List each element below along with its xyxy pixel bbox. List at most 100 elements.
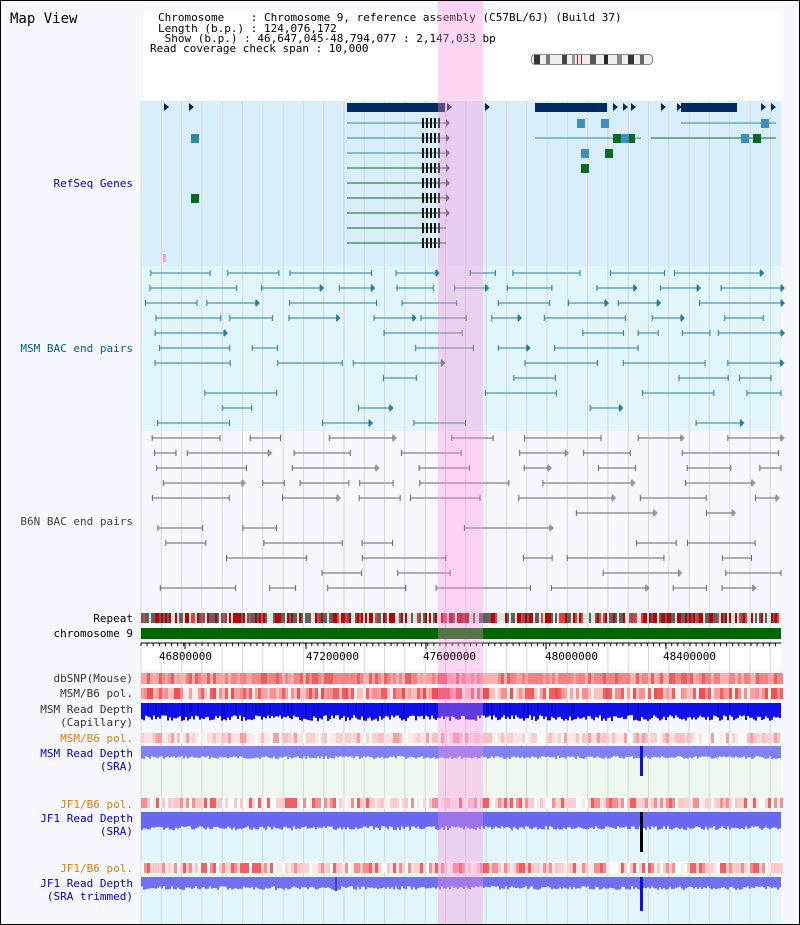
label-msm-bac[interactable]: MSM BAC end pairs: [20, 342, 133, 355]
heat-cell: [381, 688, 384, 699]
heat-cell: [549, 688, 552, 699]
depth-bar: [429, 812, 431, 827]
depth-bar: [717, 746, 719, 758]
heat-cell: [600, 688, 603, 699]
heat-cell: [360, 733, 363, 743]
depth-bar: [771, 877, 773, 889]
heat-cell: [243, 688, 246, 699]
depth-bar: [517, 746, 519, 757]
repeat-mark: [169, 613, 171, 623]
depth-bar: [729, 746, 731, 757]
label-jf1-depth-sra[interactable]: JF1 Read Depth (SRA): [40, 812, 133, 838]
gene-block: [741, 134, 749, 143]
repeat-mark: [577, 613, 579, 623]
chromosome-ideogram[interactable]: [531, 54, 653, 65]
repeat-mark: [759, 613, 761, 623]
depth-bar: [237, 812, 239, 829]
heat-cell: [336, 798, 339, 808]
heat-cell: [588, 673, 591, 684]
label-jf1-depth-trim[interactable]: JF1 Read Depth (SRA trimmed): [40, 877, 133, 903]
depth-bar: [583, 812, 585, 829]
bac-arrow: [549, 524, 554, 532]
heat-cell: [324, 863, 327, 873]
label-msm-depth-sra[interactable]: MSM Read Depth (SRA): [40, 747, 133, 773]
heat-cell: [474, 733, 477, 743]
heat-cell: [183, 733, 186, 743]
label-b6n-bac[interactable]: B6N BAC end pairs: [20, 515, 133, 528]
heat-cell: [759, 863, 762, 873]
label-msm-depth-capillary[interactable]: MSM Read Depth (Capillary): [40, 703, 133, 729]
heat-cell: [351, 688, 354, 699]
depth-bar: [309, 703, 311, 721]
depth-bar: [745, 703, 747, 720]
heat-cell: [240, 733, 243, 743]
label-dbsnp[interactable]: dbSNP(Mouse): [53, 672, 133, 685]
repeat-mark: [477, 613, 479, 623]
label-msm-b6-pol[interactable]: MSM/B6 pol.: [60, 687, 133, 700]
heat-cell: [501, 798, 504, 808]
heat-cell: [321, 688, 324, 699]
depth-bar: [635, 877, 637, 888]
heat-cell: [210, 798, 213, 808]
label-msm-b6-pol-2[interactable]: MSM/B6 pol.: [60, 732, 133, 745]
heat-cell: [372, 673, 375, 684]
depth-bar: [523, 703, 525, 721]
label-jf1-b6-pol-2[interactable]: JF1/B6 pol.: [60, 862, 133, 875]
heat-cell: [597, 673, 600, 684]
heat-cell: [591, 688, 594, 699]
depth-bar: [679, 703, 681, 719]
heat-cell: [477, 688, 480, 699]
heat-cell: [585, 798, 588, 808]
depth-bar: [297, 746, 299, 757]
depth-bar: [157, 703, 159, 717]
depth-bar: [257, 812, 259, 830]
depth-bar: [257, 877, 259, 889]
heat-cell: [360, 688, 363, 699]
heat-cell: [588, 688, 591, 699]
gene-block: [535, 103, 607, 112]
depth-bar: [277, 703, 279, 717]
depth-bar: [409, 877, 411, 887]
depth-bar: [459, 703, 461, 720]
heat-cell: [453, 798, 456, 808]
repeat-mark: [649, 613, 651, 623]
heat-cell: [246, 863, 249, 873]
heat-cell: [351, 863, 354, 873]
repeat-mark: [603, 613, 605, 623]
depth-bar: [429, 746, 431, 759]
label-jf1-b6-pol[interactable]: JF1/B6 pol.: [60, 798, 133, 811]
heat-cell: [261, 733, 264, 743]
label-refseq[interactable]: RefSeq Genes: [53, 177, 133, 190]
repeat-mark: [239, 613, 241, 623]
depth-bar: [393, 746, 395, 757]
heat-cell: [744, 673, 747, 684]
depth-bar: [635, 746, 637, 758]
depth-bar: [659, 877, 661, 888]
heat-cell: [678, 798, 681, 808]
depth-bar: [759, 703, 761, 717]
depth-bar: [359, 746, 361, 759]
depth-bar: [379, 746, 381, 759]
depth-bar: [379, 703, 381, 717]
heat-cell: [696, 798, 699, 808]
depth-bar: [371, 877, 373, 888]
heat-cell: [321, 733, 324, 743]
repeat-mark: [775, 613, 777, 623]
repeat-mark: [361, 613, 363, 623]
exon: [438, 178, 440, 188]
heat-cell: [165, 733, 168, 743]
repeat-mark: [373, 613, 375, 623]
depth-bar: [239, 812, 241, 829]
depth-bar: [423, 746, 425, 759]
depth-bar: [307, 877, 309, 890]
depth-bar: [767, 703, 769, 719]
depth-bar: [373, 812, 375, 830]
depth-bar: [343, 746, 345, 758]
depth-bar: [499, 877, 501, 890]
depth-bar: [435, 812, 437, 830]
heat-cell: [264, 733, 267, 743]
depth-bar: [247, 746, 249, 759]
depth-bar: [145, 877, 147, 890]
repeat-mark: [171, 613, 173, 623]
